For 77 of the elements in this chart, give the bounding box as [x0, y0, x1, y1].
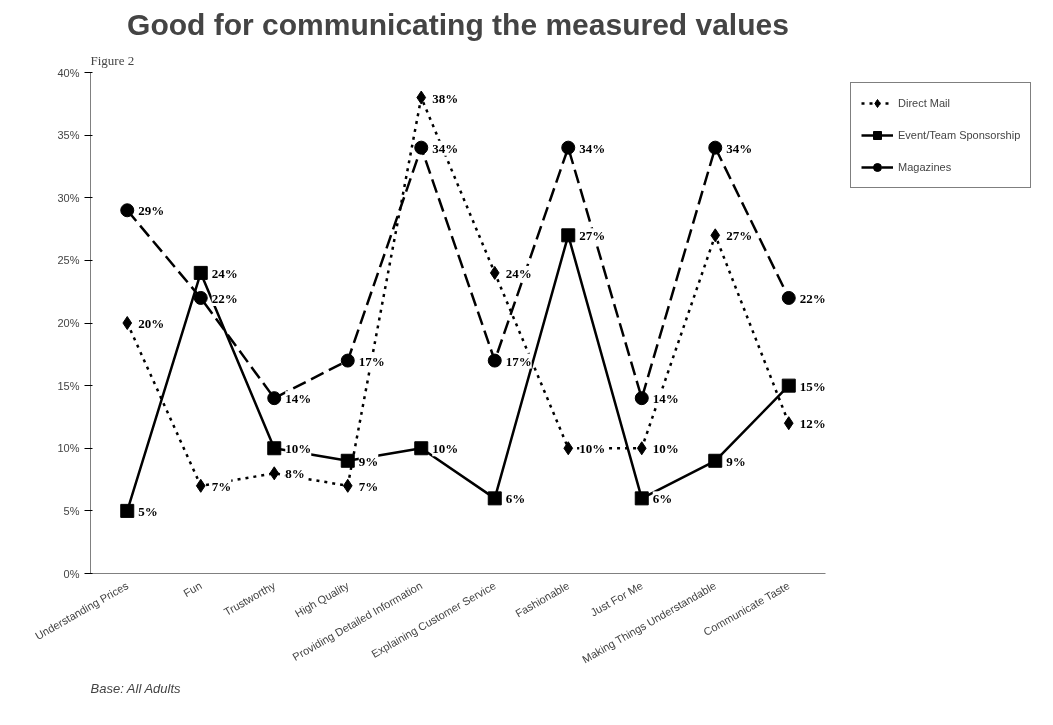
point — [708, 140, 723, 155]
point — [269, 466, 280, 481]
caption: Figure 2 — [90, 52, 135, 68]
legend-label: Event/Team Sponsorship — [898, 129, 1021, 141]
data-label: 27% — [579, 228, 606, 244]
y-tick-label: 0% — [63, 567, 80, 580]
point — [122, 316, 133, 330]
data-label: 29% — [138, 203, 165, 219]
data-label: 24% — [211, 265, 238, 281]
data-label: 15% — [799, 378, 826, 394]
y-tick-label: 25% — [57, 254, 80, 267]
point — [487, 353, 502, 368]
data-label: 34% — [726, 140, 753, 156]
data-label: 5% — [138, 503, 158, 519]
y-tick-label: 15% — [57, 379, 80, 392]
data-label: 10% — [285, 441, 312, 457]
data-label: 22% — [211, 290, 238, 306]
y-tick-label: 40% — [57, 66, 80, 79]
point — [708, 453, 723, 468]
y-tick-label: 5% — [63, 504, 80, 517]
legend-label: Magazines — [898, 161, 952, 173]
data-label: 34% — [579, 140, 606, 156]
data-label: 9% — [358, 453, 379, 469]
data-label: 12% — [799, 416, 826, 432]
point — [563, 441, 574, 456]
chart-title: Good for communicating the measured values — [127, 7, 789, 41]
point — [267, 391, 282, 406]
data-label: 9% — [726, 453, 746, 469]
point — [783, 416, 794, 431]
data-label: 10% — [579, 441, 606, 457]
point — [414, 140, 429, 155]
point — [781, 290, 796, 305]
data-label: 10% — [432, 441, 459, 457]
point — [267, 441, 282, 456]
y-tick-label: 30% — [57, 191, 80, 204]
point — [120, 203, 135, 218]
y-tick-label: 20% — [57, 317, 80, 329]
point — [634, 491, 649, 506]
point — [193, 290, 208, 305]
point — [340, 353, 355, 368]
data-label: 8% — [285, 466, 305, 482]
data-label: 17% — [505, 353, 532, 369]
point — [120, 503, 135, 518]
point — [195, 478, 206, 493]
point — [193, 265, 208, 280]
legend-label: Direct Mail — [898, 97, 950, 109]
point — [342, 478, 353, 493]
data-label: 7% — [211, 478, 232, 494]
point — [634, 391, 649, 406]
point — [487, 491, 502, 506]
point — [416, 90, 427, 105]
data-label: 27% — [726, 228, 753, 244]
data-label: 6% — [652, 491, 673, 507]
text: Base: All Adults — [90, 680, 182, 696]
point — [636, 441, 647, 456]
data-label: 20% — [138, 316, 165, 331]
y-tick-label: 35% — [57, 129, 80, 142]
point — [489, 265, 500, 280]
data-label: 14% — [652, 391, 679, 407]
data-label: 17% — [358, 353, 385, 369]
data-label: 24% — [505, 265, 532, 281]
point — [561, 140, 576, 155]
x-tick-label: Just For Me — [588, 579, 645, 619]
point — [414, 441, 429, 456]
y-tick-label: 10% — [57, 442, 80, 455]
data-label: 38% — [432, 90, 459, 106]
x-tick-label: Fun — [181, 579, 204, 600]
data-label: 22% — [799, 290, 826, 306]
data-label: 34% — [432, 140, 459, 156]
point — [781, 378, 796, 393]
data-label: 10% — [652, 441, 679, 457]
point — [340, 453, 355, 468]
point — [710, 228, 721, 243]
data-label: 14% — [285, 391, 312, 407]
point — [561, 228, 576, 243]
data-label: 6% — [505, 491, 526, 507]
data-label: 7% — [358, 478, 379, 494]
